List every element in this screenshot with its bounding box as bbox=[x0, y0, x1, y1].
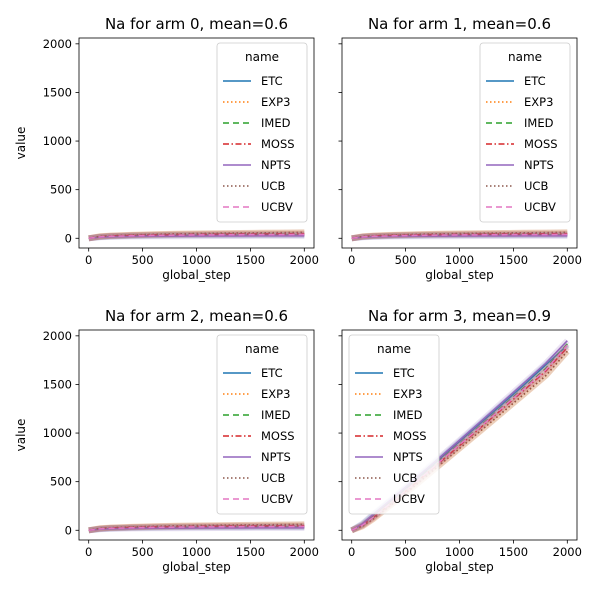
x-tick-label: 1500 bbox=[236, 253, 265, 267]
x-axis-label: global_step bbox=[425, 560, 494, 574]
subplot-0: Na for arm 0, mean=0.6 0 500 1000 1500 2000 0 5… bbox=[14, 15, 319, 282]
x-tick-label: 500 bbox=[132, 253, 154, 267]
x-tick-label: 500 bbox=[395, 253, 417, 267]
x-tick-label: 0 bbox=[85, 545, 92, 559]
subplot-2: Na for arm 2, mean=0.6 0 500 1000 1500 2000 0 5… bbox=[14, 307, 319, 574]
x-tick-label: 2000 bbox=[290, 253, 319, 267]
legend-label-moss: MOSS bbox=[261, 429, 295, 443]
legend-label-imed: IMED bbox=[393, 408, 423, 422]
x-tick-label: 2000 bbox=[553, 253, 582, 267]
series-band-ucbv bbox=[88, 523, 305, 534]
legend-box bbox=[216, 42, 308, 223]
y-tick-label: 0 bbox=[65, 231, 72, 245]
y-tick-label: 2000 bbox=[43, 329, 72, 343]
legend-label-npts: NPTS bbox=[261, 158, 291, 172]
legend: name ETC EXP3 IMED MOSS NPTS UCB UCBV bbox=[216, 42, 308, 223]
subplot-title: Na for arm 2, mean=0.6 bbox=[105, 307, 288, 325]
legend-label-moss: MOSS bbox=[524, 137, 558, 151]
x-tick-label: 1500 bbox=[499, 545, 528, 559]
legend-label-exp3: EXP3 bbox=[261, 387, 290, 401]
series-line-ucb bbox=[88, 231, 305, 240]
legend-label-npts: NPTS bbox=[524, 158, 554, 172]
subplot-title: Na for arm 3, mean=0.9 bbox=[368, 307, 551, 325]
legend: name ETC EXP3 IMED MOSS NPTS UCB UCBV bbox=[348, 334, 440, 515]
legend-box bbox=[348, 334, 440, 515]
x-axis-label: global_step bbox=[162, 560, 231, 574]
subplot-title: Na for arm 1, mean=0.6 bbox=[368, 15, 551, 33]
y-tick-label: 500 bbox=[50, 475, 72, 489]
legend-title: name bbox=[377, 342, 411, 356]
legend-box bbox=[479, 42, 571, 223]
legend: name ETC EXP3 IMED MOSS NPTS UCB UCBV bbox=[479, 42, 571, 223]
legend-label-imed: IMED bbox=[524, 116, 554, 130]
legend: name ETC EXP3 IMED MOSS NPTS UCB UCBV bbox=[216, 334, 308, 515]
x-axis-label: global_step bbox=[425, 268, 494, 282]
legend-label-exp3: EXP3 bbox=[524, 95, 553, 109]
y-axis-label: value bbox=[14, 419, 28, 452]
legend-label-etc: ETC bbox=[261, 366, 283, 380]
subplot-1: Na for arm 1, mean=0.6 0 500 1000 1500 2000 gl… bbox=[338, 15, 582, 282]
legend-label-moss: MOSS bbox=[393, 429, 427, 443]
legend-label-ucbv: UCBV bbox=[524, 200, 556, 214]
subplot-3: Na for arm 3, mean=0.9 0 500 1000 1500 2000 gl… bbox=[338, 307, 582, 574]
x-tick-label: 1000 bbox=[445, 253, 474, 267]
x-tick-label: 1500 bbox=[236, 545, 265, 559]
x-tick-label: 1000 bbox=[182, 545, 211, 559]
legend-title: name bbox=[508, 50, 542, 64]
legend-label-exp3: EXP3 bbox=[393, 387, 422, 401]
y-tick-label: 2000 bbox=[43, 37, 72, 51]
series-line-ucbv bbox=[351, 344, 568, 531]
legend-box bbox=[216, 334, 308, 515]
y-tick-label: 1000 bbox=[43, 134, 72, 148]
series-line-ucb bbox=[351, 350, 568, 532]
x-tick-label: 2000 bbox=[553, 545, 582, 559]
legend-label-moss: MOSS bbox=[261, 137, 295, 151]
series-line-npts bbox=[88, 235, 305, 240]
series-line-npts bbox=[351, 340, 568, 531]
series-line-npts bbox=[351, 235, 568, 240]
legend-label-imed: IMED bbox=[261, 408, 291, 422]
x-tick-label: 0 bbox=[85, 253, 92, 267]
legend-label-ucb: UCB bbox=[261, 471, 285, 485]
y-tick-label: 1000 bbox=[43, 426, 72, 440]
y-tick-label: 1500 bbox=[43, 85, 72, 99]
x-axis-label: global_step bbox=[162, 268, 231, 282]
x-tick-label: 500 bbox=[132, 545, 154, 559]
x-tick-label: 1000 bbox=[182, 253, 211, 267]
legend-label-ucb: UCB bbox=[261, 179, 285, 193]
x-tick-label: 0 bbox=[348, 545, 355, 559]
legend-title: name bbox=[245, 50, 279, 64]
series-line-ucb bbox=[351, 231, 568, 240]
x-tick-label: 500 bbox=[395, 545, 417, 559]
y-axis-label: value bbox=[14, 127, 28, 160]
legend-label-ucb: UCB bbox=[524, 179, 548, 193]
legend-label-ucbv: UCBV bbox=[393, 492, 425, 506]
y-tick-label: 0 bbox=[65, 523, 72, 537]
legend-label-npts: NPTS bbox=[393, 450, 423, 464]
legend-label-ucbv: UCBV bbox=[261, 200, 293, 214]
legend-label-ucb: UCB bbox=[393, 471, 417, 485]
subplot-title: Na for arm 0, mean=0.6 bbox=[105, 15, 288, 33]
series-band-ucbv bbox=[351, 231, 568, 242]
legend-label-etc: ETC bbox=[261, 74, 283, 88]
legend-label-ucbv: UCBV bbox=[261, 492, 293, 506]
x-tick-label: 1500 bbox=[499, 253, 528, 267]
x-tick-label: 0 bbox=[348, 253, 355, 267]
x-tick-label: 2000 bbox=[290, 545, 319, 559]
series-band-ucbv bbox=[88, 231, 305, 242]
series-line-npts bbox=[88, 527, 305, 532]
y-tick-label: 500 bbox=[50, 183, 72, 197]
legend-label-imed: IMED bbox=[261, 116, 291, 130]
x-tick-label: 1000 bbox=[445, 545, 474, 559]
series-line-moss bbox=[351, 346, 568, 531]
y-tick-label: 1500 bbox=[43, 377, 72, 391]
series-line-ucb bbox=[88, 523, 305, 532]
legend-label-etc: ETC bbox=[524, 74, 546, 88]
legend-label-etc: ETC bbox=[393, 366, 415, 380]
legend-title: name bbox=[245, 342, 279, 356]
legend-label-exp3: EXP3 bbox=[261, 95, 290, 109]
legend-label-npts: NPTS bbox=[261, 450, 291, 464]
